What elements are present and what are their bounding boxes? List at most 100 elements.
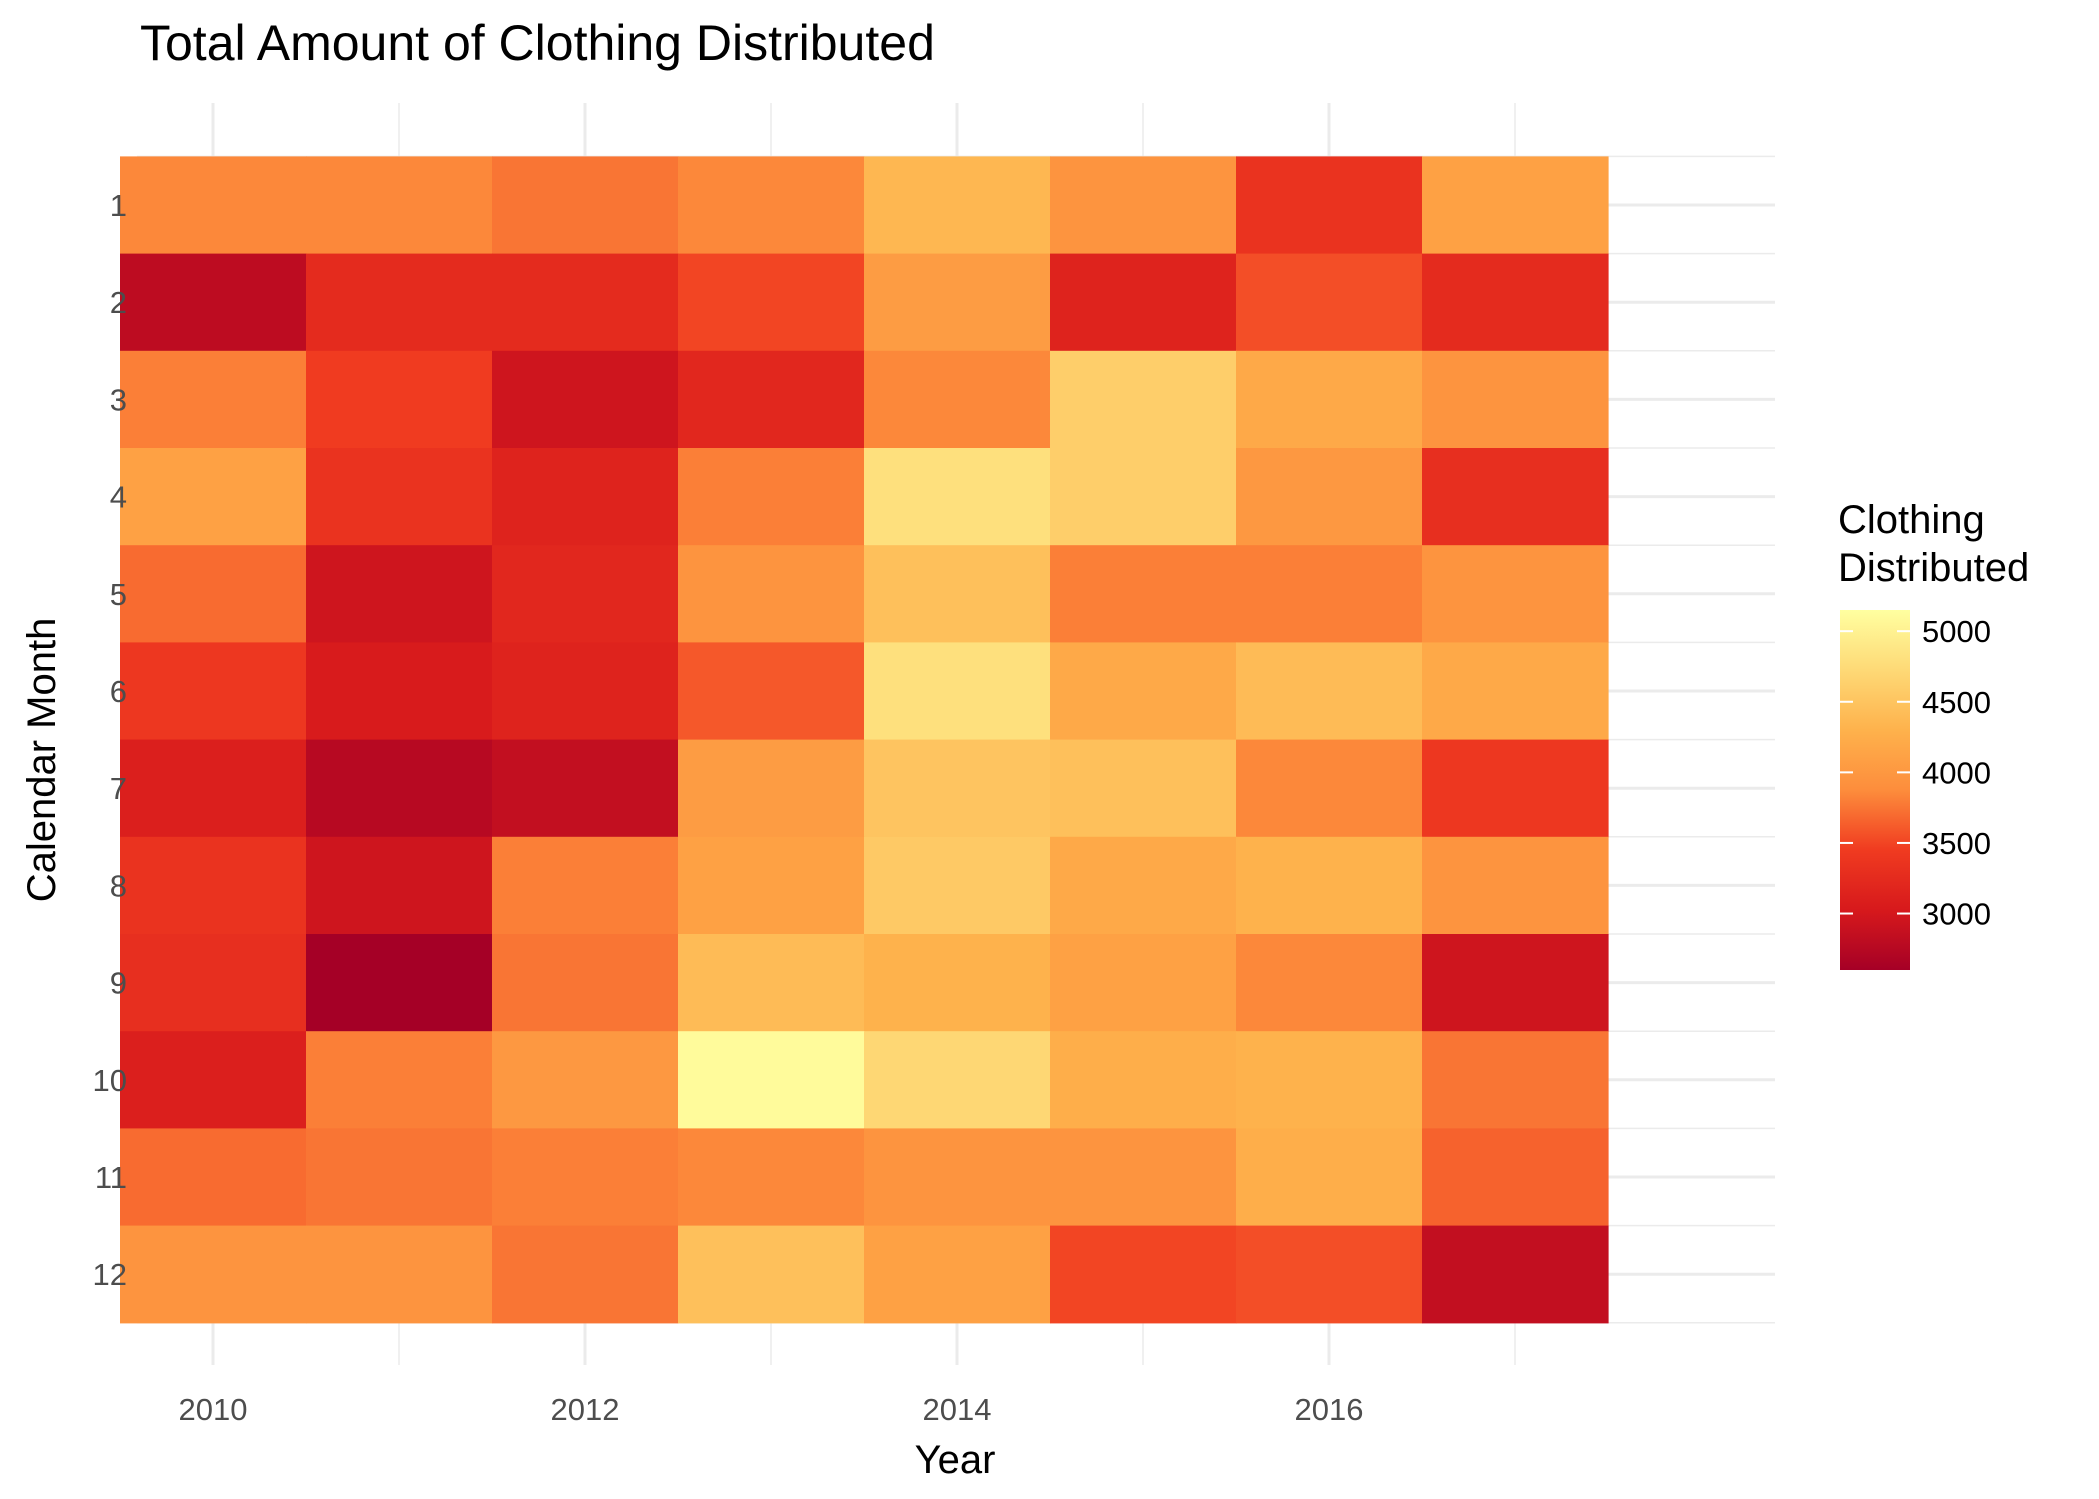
heatmap-tile [120, 836, 307, 935]
heatmap-tile [120, 642, 307, 741]
heatmap-tile [1422, 739, 1609, 838]
legend-label: 3000 [1922, 897, 1991, 932]
legend-colorbar [1840, 610, 1910, 970]
heatmap-tile [1422, 836, 1609, 935]
heatmap-tile [1050, 156, 1237, 255]
heatmap-tile [864, 156, 1051, 255]
y-tick-label: 3 [110, 382, 127, 417]
legend-title: Distributed [1838, 546, 2029, 590]
y-tick-label: 12 [93, 1257, 127, 1292]
heatmap-tile [306, 1128, 493, 1227]
legend-label: 5000 [1922, 614, 1991, 649]
heatmap-tile [1236, 156, 1423, 255]
x-axis-title: Year [915, 1438, 996, 1482]
heatmap-tile [678, 253, 865, 352]
heatmap-tile [120, 156, 307, 255]
heatmap-tile [492, 448, 679, 546]
y-tick-label: 6 [110, 674, 127, 709]
heatmap-tile [678, 545, 865, 643]
heatmap-tile [864, 545, 1051, 643]
legend-label: 4000 [1922, 755, 1991, 790]
y-tick-label: 2 [110, 285, 127, 320]
heatmap-tile [678, 739, 865, 838]
heatmap-tile [120, 739, 307, 838]
heatmap-tile [1236, 448, 1423, 546]
legend-label: 3500 [1922, 826, 1991, 861]
heatmap-tile [1422, 350, 1609, 449]
legend-label: 4500 [1922, 685, 1991, 720]
heatmap-tile [492, 1128, 679, 1227]
heatmap-tile [1236, 1031, 1423, 1129]
heatmap-tile [864, 1031, 1051, 1129]
heatmap-tile [1236, 836, 1423, 935]
heatmap-tile [864, 448, 1051, 546]
heatmap-tile [1050, 253, 1237, 352]
heatmap-tile [120, 1225, 307, 1324]
heatmap-tile [678, 156, 865, 255]
legend-title: Clothing [1838, 498, 1985, 542]
heatmap-tile [1422, 253, 1609, 352]
heatmap-tile [864, 836, 1051, 935]
x-tick-label: 2014 [923, 1392, 992, 1427]
heatmap-tile [678, 1031, 865, 1129]
heatmap-tile [864, 739, 1051, 838]
heatmap-tile [678, 1128, 865, 1227]
heatmap-tile [492, 545, 679, 643]
y-tick-label: 9 [110, 966, 127, 1001]
heatmap-tile [492, 156, 679, 255]
heatmap-tile [492, 642, 679, 741]
heatmap-tile [492, 253, 679, 352]
heatmap-tiles [120, 156, 1609, 1324]
heatmap-tile [1236, 934, 1423, 1032]
heatmap-tile [306, 1031, 493, 1129]
heatmap-tile [492, 934, 679, 1032]
heatmap-tile [306, 545, 493, 643]
heatmap-tile [1422, 448, 1609, 546]
heatmap-tile [492, 1225, 679, 1324]
y-tick-label: 11 [95, 1160, 127, 1195]
heatmap-tile [864, 350, 1051, 449]
y-tick-label: 10 [93, 1063, 127, 1098]
heatmap-tile [1236, 350, 1423, 449]
heatmap-tile [1236, 642, 1423, 741]
heatmap-tile [306, 934, 493, 1032]
y-axis-title: Calendar Month [20, 618, 64, 903]
heatmap-tile [864, 642, 1051, 741]
heatmap-tile [1050, 1225, 1237, 1324]
heatmap-tile [306, 836, 493, 935]
heatmap-tile [306, 1225, 493, 1324]
heatmap-tile [864, 934, 1051, 1032]
x-tick-label: 2012 [551, 1392, 620, 1427]
heatmap-tile [306, 642, 493, 741]
heatmap-tile [120, 1128, 307, 1227]
y-tick-label: 1 [110, 188, 127, 223]
heatmap-tile [1050, 642, 1237, 741]
heatmap-tile [1422, 156, 1609, 255]
heatmap-tile [864, 253, 1051, 352]
heatmap-tile [1236, 1128, 1423, 1227]
y-tick-label: 4 [110, 480, 127, 515]
heatmap-tile [120, 448, 307, 546]
heatmap-tile [492, 836, 679, 935]
heatmap-tile [1050, 836, 1237, 935]
heatmap-tile [120, 934, 307, 1032]
heatmap-tile [306, 350, 493, 449]
heatmap-tile [1050, 350, 1237, 449]
heatmap-tile [1236, 739, 1423, 838]
heatmap-tile [1050, 1128, 1237, 1227]
heatmap-tile [120, 253, 307, 352]
heatmap-tile [678, 934, 865, 1032]
heatmap-tile [678, 350, 865, 449]
heatmap-tile [1236, 253, 1423, 352]
heatmap-tile [1422, 545, 1609, 643]
heatmap-tile [1050, 739, 1237, 838]
heatmap-tile [306, 448, 493, 546]
heatmap-tile [1422, 1225, 1609, 1324]
heatmap-tile [1050, 448, 1237, 546]
heatmap-tile [864, 1225, 1051, 1324]
y-tick-label: 8 [110, 868, 127, 903]
y-tick-label: 7 [110, 771, 127, 806]
heatmap-tile [1422, 934, 1609, 1032]
